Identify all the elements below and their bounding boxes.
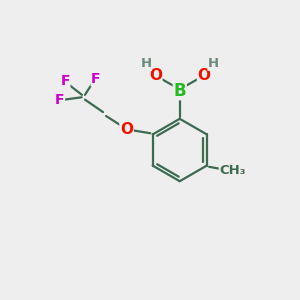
Text: O: O (120, 122, 133, 137)
Text: B: B (173, 82, 186, 100)
Text: O: O (149, 68, 162, 82)
Text: CH₃: CH₃ (219, 164, 246, 178)
Text: F: F (55, 93, 64, 107)
Text: H: H (208, 57, 219, 70)
Text: F: F (91, 72, 101, 86)
Text: F: F (60, 74, 70, 88)
Text: H: H (140, 57, 152, 70)
Text: O: O (198, 68, 211, 82)
